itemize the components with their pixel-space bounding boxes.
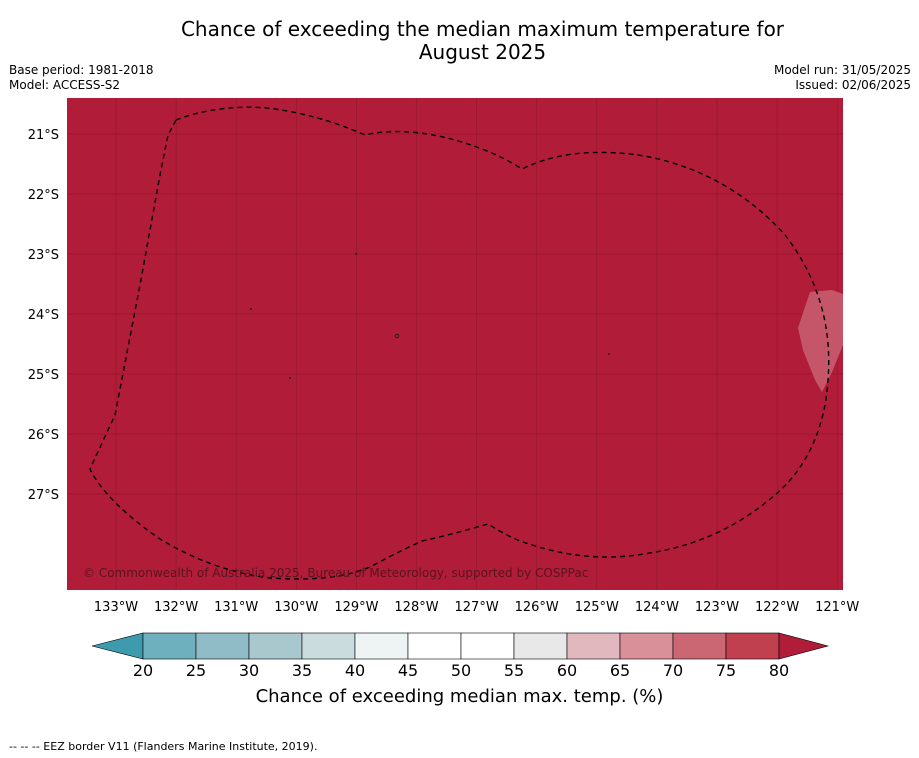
island-marker bbox=[250, 308, 252, 310]
lighter-probability-patch bbox=[798, 290, 843, 392]
lon-tick-label: 129°W bbox=[334, 600, 378, 615]
metadata-right: Model run: 31/05/2025 Issued: 02/06/2025 bbox=[774, 63, 911, 93]
island-marker bbox=[355, 253, 357, 255]
eez-legend-note: -- -- -- EEZ border V11 (Flanders Marine… bbox=[9, 740, 318, 753]
colorbar-segment bbox=[142, 632, 197, 660]
title-line-1: Chance of exceeding the median maximum t… bbox=[180, 17, 785, 41]
colorbar-tick-label: 80 bbox=[769, 661, 789, 680]
colorbar-tick-label: 65 bbox=[610, 661, 630, 680]
colorbar-tick-label: 35 bbox=[292, 661, 312, 680]
lat-tick-label: 26°S bbox=[28, 428, 59, 443]
colorbar-max-extension bbox=[778, 632, 830, 660]
map-title: Chance of exceeding the median maximum t… bbox=[0, 18, 919, 64]
colorbar-min-extension bbox=[91, 632, 144, 660]
lon-tick-label: 131°W bbox=[214, 600, 258, 615]
base-period: Base period: 1981-2018 bbox=[9, 63, 154, 77]
lon-tick-label: 130°W bbox=[274, 600, 318, 615]
lon-tick-label: 123°W bbox=[695, 600, 739, 615]
lon-tick-label: 126°W bbox=[515, 600, 559, 615]
lat-tick-label: 24°S bbox=[28, 308, 59, 323]
colorbar-segment bbox=[725, 632, 780, 660]
lat-tick-label: 21°S bbox=[28, 128, 59, 143]
colorbar-segment bbox=[354, 632, 409, 660]
colorbar-tick-label: 70 bbox=[663, 661, 683, 680]
lon-tick-label: 122°W bbox=[755, 600, 799, 615]
colorbar-tick-label: 60 bbox=[557, 661, 577, 680]
colorbar-tick-label: 40 bbox=[345, 661, 365, 680]
lat-tick-label: 22°S bbox=[28, 188, 59, 203]
colorbar-segment bbox=[672, 632, 727, 660]
metadata-left: Base period: 1981-2018 Model: ACCESS-S2 bbox=[9, 63, 154, 93]
lat-tick-label: 27°S bbox=[28, 488, 59, 503]
lon-tick-label: 128°W bbox=[394, 600, 438, 615]
colorbar-segment bbox=[195, 632, 250, 660]
graticule bbox=[67, 98, 843, 590]
model-run: Model run: 31/05/2025 bbox=[773, 63, 911, 77]
colorbar-segment bbox=[460, 632, 515, 660]
map-panel bbox=[67, 98, 843, 590]
colorbar-tick-label: 45 bbox=[398, 661, 418, 680]
colorbar-tick-label: 55 bbox=[504, 661, 524, 680]
lon-tick-label: 121°W bbox=[815, 600, 859, 615]
latitude-labels: 21°S 22°S 23°S 24°S 25°S 26°S 27°S bbox=[28, 128, 59, 503]
colorbar: 20 25 30 35 40 45 50 55 60 65 70 75 80 bbox=[91, 632, 830, 680]
colorbar-tick-label: 50 bbox=[451, 661, 471, 680]
island-marker bbox=[289, 377, 291, 379]
colorbar-segment bbox=[566, 632, 621, 660]
title-line-2: August 2025 bbox=[418, 40, 547, 64]
lat-tick-label: 23°S bbox=[28, 248, 59, 263]
copyright-notice: © Commonwealth of Australia 2025, Bureau… bbox=[83, 566, 588, 580]
lon-tick-label: 124°W bbox=[635, 600, 679, 615]
colorbar-tick-label: 20 bbox=[133, 661, 153, 680]
colorbar-tick-label: 25 bbox=[186, 661, 206, 680]
island-marker bbox=[608, 353, 610, 355]
longitude-labels: 133°W 132°W 131°W 130°W 129°W 128°W 127°W 126°W… bbox=[94, 600, 860, 615]
lon-tick-label: 125°W bbox=[575, 600, 619, 615]
colorbar-segment bbox=[248, 632, 303, 660]
issued-date: Issued: 02/06/2025 bbox=[795, 78, 911, 92]
lat-tick-label: 25°S bbox=[28, 368, 59, 383]
colorbar-segment bbox=[619, 632, 674, 660]
colorbar-label: Chance of exceeding median max. temp. (%… bbox=[255, 686, 664, 707]
colorbar-tick-label: 75 bbox=[716, 661, 736, 680]
island-marker bbox=[394, 333, 400, 339]
eez-border bbox=[89, 106, 830, 580]
colorbar-segment bbox=[301, 632, 356, 660]
model-name: Model: ACCESS-S2 bbox=[9, 78, 121, 92]
colorbar-segment bbox=[407, 632, 462, 660]
lon-tick-label: 127°W bbox=[455, 600, 499, 615]
lon-tick-label: 132°W bbox=[154, 600, 198, 615]
colorbar-tick-label: 30 bbox=[239, 661, 259, 680]
lon-tick-label: 133°W bbox=[94, 600, 138, 615]
colorbar-segment bbox=[513, 632, 568, 660]
